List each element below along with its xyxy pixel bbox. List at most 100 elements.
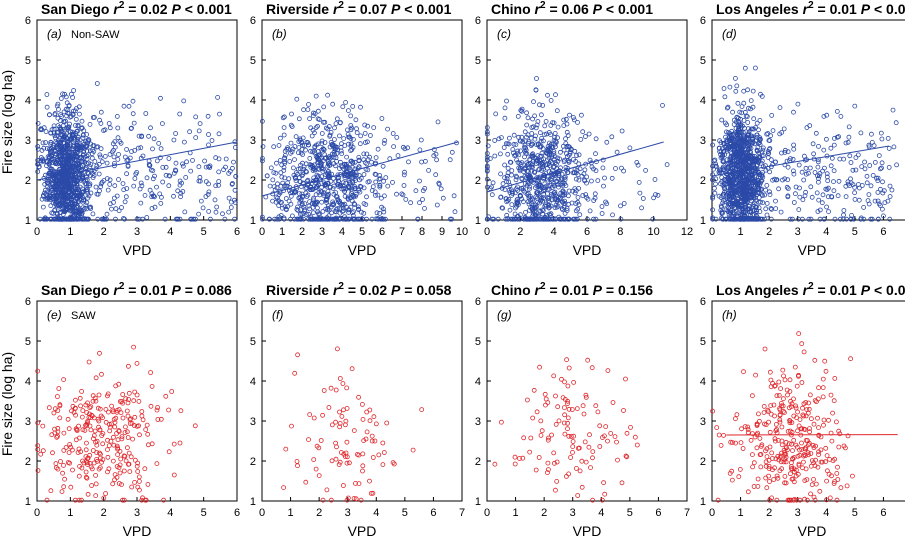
data-point — [82, 205, 88, 211]
data-point — [507, 159, 513, 165]
data-point — [415, 216, 421, 222]
data-point — [326, 191, 332, 197]
data-point — [294, 458, 300, 464]
y-tick-label: 3 — [250, 416, 256, 428]
data-point — [506, 135, 512, 141]
data-point — [712, 190, 718, 196]
data-point — [534, 409, 540, 415]
data-point — [37, 216, 43, 222]
data-point — [87, 405, 93, 411]
data-point — [304, 185, 310, 191]
data-point — [175, 188, 181, 194]
data-point — [730, 109, 735, 115]
data-point — [779, 424, 785, 430]
data-point — [311, 457, 317, 463]
data-point — [359, 401, 365, 407]
data-point — [422, 158, 428, 164]
x-tick-label: 7 — [684, 507, 690, 519]
data-point — [78, 144, 84, 150]
y-tick-label: 2 — [25, 456, 31, 468]
data-point — [50, 450, 55, 456]
data-point — [562, 198, 567, 204]
data-point — [157, 155, 163, 161]
data-point — [381, 193, 387, 199]
x-tick-label: 5 — [359, 226, 365, 238]
data-point — [350, 104, 356, 109]
data-point — [96, 171, 102, 177]
x-tick-label: 2 — [766, 226, 772, 238]
data-point — [73, 175, 79, 181]
data-point — [47, 155, 53, 160]
panel-4: 01234567123456Los Angeles r2 = 0.01 P < … — [700, 0, 905, 258]
data-point — [364, 194, 369, 200]
data-point — [551, 120, 557, 126]
data-point — [841, 156, 847, 162]
scatter-points — [259, 92, 459, 222]
data-point — [196, 164, 202, 170]
data-point — [172, 167, 178, 173]
data-point — [593, 136, 599, 142]
data-point — [301, 204, 307, 210]
data-point — [771, 477, 777, 482]
data-point — [327, 155, 333, 161]
data-point — [104, 176, 110, 182]
data-point — [323, 198, 329, 203]
data-point — [381, 209, 387, 215]
y-tick-label: 5 — [475, 55, 481, 67]
data-point — [259, 214, 265, 220]
data-point — [288, 193, 294, 199]
data-point — [508, 216, 514, 222]
data-point — [228, 205, 234, 210]
data-point — [551, 156, 557, 162]
data-point — [587, 432, 592, 438]
data-point — [538, 418, 544, 424]
data-point — [43, 140, 48, 145]
plot-frame — [486, 300, 688, 502]
data-point — [580, 403, 586, 409]
data-point — [315, 116, 321, 122]
data-point — [623, 376, 628, 382]
data-point — [856, 197, 862, 203]
data-point — [816, 425, 821, 431]
data-point — [781, 126, 787, 132]
data-point — [306, 203, 312, 209]
data-point — [305, 107, 311, 112]
scatter-points — [281, 346, 425, 503]
data-point — [351, 171, 357, 177]
data-point — [154, 461, 160, 467]
data-point — [111, 147, 116, 153]
data-point — [754, 120, 760, 126]
data-point — [449, 216, 455, 222]
data-point — [85, 491, 91, 497]
data-point — [558, 149, 563, 155]
data-point — [807, 165, 813, 171]
x-tick-label: 10 — [648, 226, 660, 238]
data-point — [276, 216, 282, 222]
data-point — [369, 188, 375, 194]
data-point — [101, 128, 106, 133]
data-point — [768, 157, 774, 163]
data-point — [502, 115, 508, 121]
data-point — [54, 187, 60, 192]
data-point — [122, 199, 128, 205]
data-point — [750, 88, 756, 94]
data-point — [581, 411, 587, 417]
data-point — [75, 193, 81, 199]
data-point — [319, 189, 325, 195]
data-point — [381, 216, 386, 222]
data-point — [317, 152, 323, 158]
data-point — [519, 106, 525, 112]
data-point — [316, 166, 322, 172]
data-point — [313, 466, 319, 472]
data-point — [334, 116, 340, 122]
data-point — [498, 419, 504, 425]
data-point — [564, 121, 570, 127]
data-point — [115, 125, 121, 131]
data-point — [96, 392, 102, 398]
data-point — [81, 189, 86, 195]
data-point — [345, 216, 351, 222]
data-point — [215, 95, 221, 100]
data-point — [852, 190, 857, 196]
data-point — [555, 194, 561, 200]
data-point — [339, 413, 345, 419]
